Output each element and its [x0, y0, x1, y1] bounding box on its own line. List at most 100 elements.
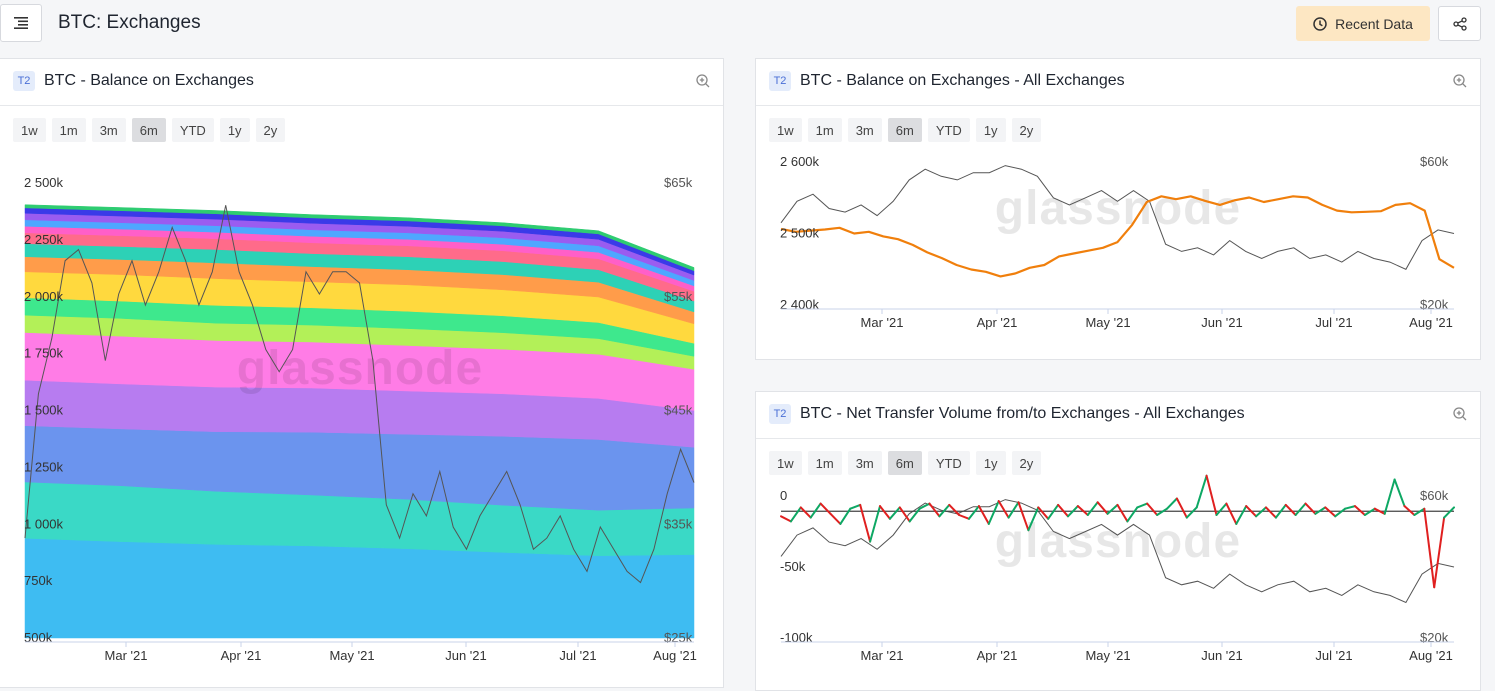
x-tick-label: Jul '21 [559, 648, 596, 663]
net-volume-segment [799, 506, 812, 519]
menu-icon [14, 17, 28, 29]
net-volume-segment [1195, 474, 1208, 509]
y-tick-label: 1 750k [24, 346, 64, 361]
net-volume-segment [1225, 502, 1238, 525]
x-tick-label: Mar '21 [861, 315, 904, 330]
net-volume-segment [987, 500, 1000, 525]
card-header: T2 BTC - Net Transfer Volume from/to Exc… [756, 392, 1480, 439]
price-tick-label: $60k [1420, 488, 1449, 503]
x-tick-label: May '21 [1085, 648, 1130, 663]
y-tick-label: 2 500k [24, 175, 64, 190]
net-volume-segment [1363, 507, 1376, 516]
range-selector: 1w 1m 3m 6m YTD 1y 2y [769, 451, 1042, 475]
net-volume-segment [908, 507, 921, 523]
net-volume-segment [1245, 505, 1258, 518]
x-tick-label: Jul '21 [1315, 315, 1352, 330]
range-button-1y[interactable]: 1y [975, 451, 1006, 475]
card-title: BTC - Balance on Exchanges [44, 72, 254, 89]
net-volume-segment [809, 502, 822, 519]
range-button-1m[interactable]: 1m [807, 118, 842, 142]
net-volume-segment [780, 515, 792, 523]
y-tick-label: 750k [24, 573, 53, 588]
recent-data-button[interactable]: Recent Data [1296, 6, 1430, 41]
net-volume-segment [1383, 478, 1396, 515]
net-volume-segment [1443, 506, 1455, 519]
price-line [780, 165, 1455, 270]
price-line [780, 499, 1455, 604]
x-tick-label: Apr '21 [221, 648, 262, 663]
net-volume-segment [1166, 497, 1178, 510]
net-transfer-volume-card: T2 BTC - Net Transfer Volume from/to Exc… [755, 391, 1481, 691]
zoom-icon[interactable] [695, 73, 711, 89]
zoom-icon[interactable] [1452, 406, 1468, 422]
range-button-ytd[interactable]: YTD [927, 451, 970, 475]
price-tick-label: $20k [1420, 630, 1449, 645]
range-button-1m[interactable]: 1m [51, 118, 86, 142]
x-tick-label: Mar '21 [105, 648, 148, 663]
zoom-icon[interactable] [1452, 73, 1468, 89]
net-volume-segment [968, 505, 980, 520]
range-button-1w[interactable]: 1w [769, 118, 802, 142]
range-button-1m[interactable]: 1m [807, 451, 842, 475]
net-volume-segment [1156, 507, 1168, 516]
chart: glassnode 500k 750k 1 000k 1 250k 1 500k 1 750… [24, 175, 697, 663]
range-button-6m[interactable]: 6m [887, 118, 922, 142]
range-selector: 1w 1m 3m 6m YTD 1y 2y [769, 118, 1042, 142]
net-volume-segment [839, 507, 852, 525]
range-button-6m[interactable]: 6m [887, 451, 922, 475]
x-tick-label: Jun '21 [445, 648, 487, 663]
net-volume-segment [1027, 506, 1040, 532]
net-volume-segment [1294, 502, 1307, 516]
net-volume-segment [789, 506, 802, 523]
range-button-1y[interactable]: 1y [975, 118, 1006, 142]
price-tick-label: $55k [664, 289, 693, 304]
share-button[interactable] [1438, 6, 1481, 41]
net-volume-segment [1433, 516, 1446, 589]
price-line [24, 205, 695, 584]
net-volume-segment [829, 512, 842, 525]
chart: glassnode -100k -50k 0 $20k $60k Mar '21 Apr '2… [780, 474, 1455, 663]
net-volume-segment [1373, 507, 1386, 515]
x-tick-label: May '21 [1085, 315, 1130, 330]
net-volume-segment [1057, 503, 1069, 518]
net-volume-segment [1076, 505, 1089, 516]
y-tick-label: 2 250k [24, 232, 64, 247]
y-tick-label: -50k [780, 559, 806, 574]
net-volume-segment [1413, 507, 1426, 516]
net-volume-segment [1116, 503, 1129, 523]
net-volume-segment [1136, 502, 1149, 509]
range-button-2y[interactable]: 2y [255, 118, 286, 142]
range-button-2y[interactable]: 2y [1011, 118, 1042, 142]
watermark: glassnode [995, 182, 1241, 235]
range-button-6m[interactable]: 6m [131, 118, 166, 142]
net-volume-segment [1205, 474, 1218, 516]
net-volume-segment [888, 506, 901, 520]
net-volume-segment [1334, 507, 1347, 518]
chart: glassnode 2 400k 2 500k 2 600k $20k $60k Mar '… [780, 154, 1455, 330]
y-tick-label: 2 400k [780, 297, 820, 312]
net-volume-segment [1344, 505, 1356, 510]
area-layers [24, 204, 695, 639]
x-tick-label: Aug '21 [653, 648, 697, 663]
range-button-1w[interactable]: 1w [13, 118, 46, 142]
clock-icon [1313, 16, 1327, 31]
range-button-1w[interactable]: 1w [769, 451, 802, 475]
range-button-3m[interactable]: 3m [847, 451, 882, 475]
range-button-3m[interactable]: 3m [91, 118, 126, 142]
net-volume-segment [1086, 501, 1099, 516]
range-button-ytd[interactable]: YTD [927, 118, 970, 142]
net-volume-segment [849, 503, 862, 510]
range-button-3m[interactable]: 3m [847, 118, 882, 142]
range-button-2y[interactable]: 2y [1011, 451, 1042, 475]
net-volume-segment [938, 503, 951, 518]
x-tick-label: May '21 [329, 648, 374, 663]
net-volume-segment [1017, 501, 1030, 532]
range-button-ytd[interactable]: YTD [171, 118, 214, 142]
net-volume-segment [997, 500, 1010, 519]
range-button-1y[interactable]: 1y [219, 118, 250, 142]
menu-button[interactable] [0, 4, 42, 42]
net-volume-segment [928, 502, 941, 518]
card-header: T2 BTC - Balance on Exchanges [0, 59, 723, 106]
y-tick-label: 0 [780, 488, 787, 503]
tier-badge: T2 [769, 71, 791, 91]
